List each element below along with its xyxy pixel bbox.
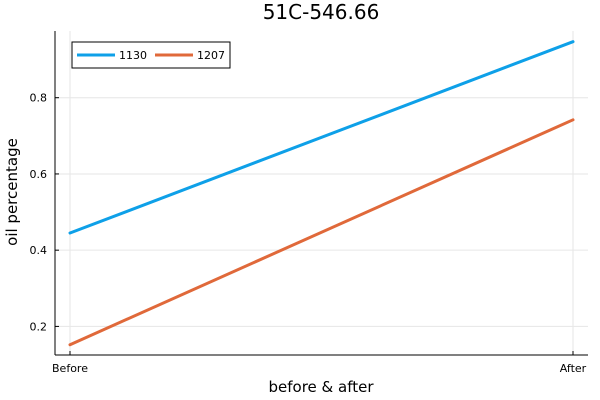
grid	[55, 31, 588, 355]
series-lines	[68, 40, 575, 347]
x-tick-label: Before	[52, 362, 88, 375]
x-axis-label: before & after	[269, 378, 375, 396]
chart-title: 51C-546.66	[263, 0, 380, 24]
y-tick-label: 0.6	[30, 168, 48, 181]
y-axis-label: oil percentage	[3, 138, 21, 246]
legend: 1130 1207	[71, 41, 231, 69]
y-tick-label: 0.8	[30, 92, 48, 105]
y-tick-label: 0.4	[30, 244, 48, 257]
legend-label-1130: 1130	[119, 49, 147, 62]
y-tick-label: 0.2	[30, 320, 48, 333]
series-line-1130	[68, 40, 575, 235]
axes	[54, 31, 588, 356]
series-line-1207	[68, 118, 575, 347]
legend-label-1207: 1207	[197, 49, 225, 62]
x-tick-label: After	[560, 362, 587, 375]
ticks: 0.2 0.4 0.6 0.8 Before After	[30, 92, 587, 375]
